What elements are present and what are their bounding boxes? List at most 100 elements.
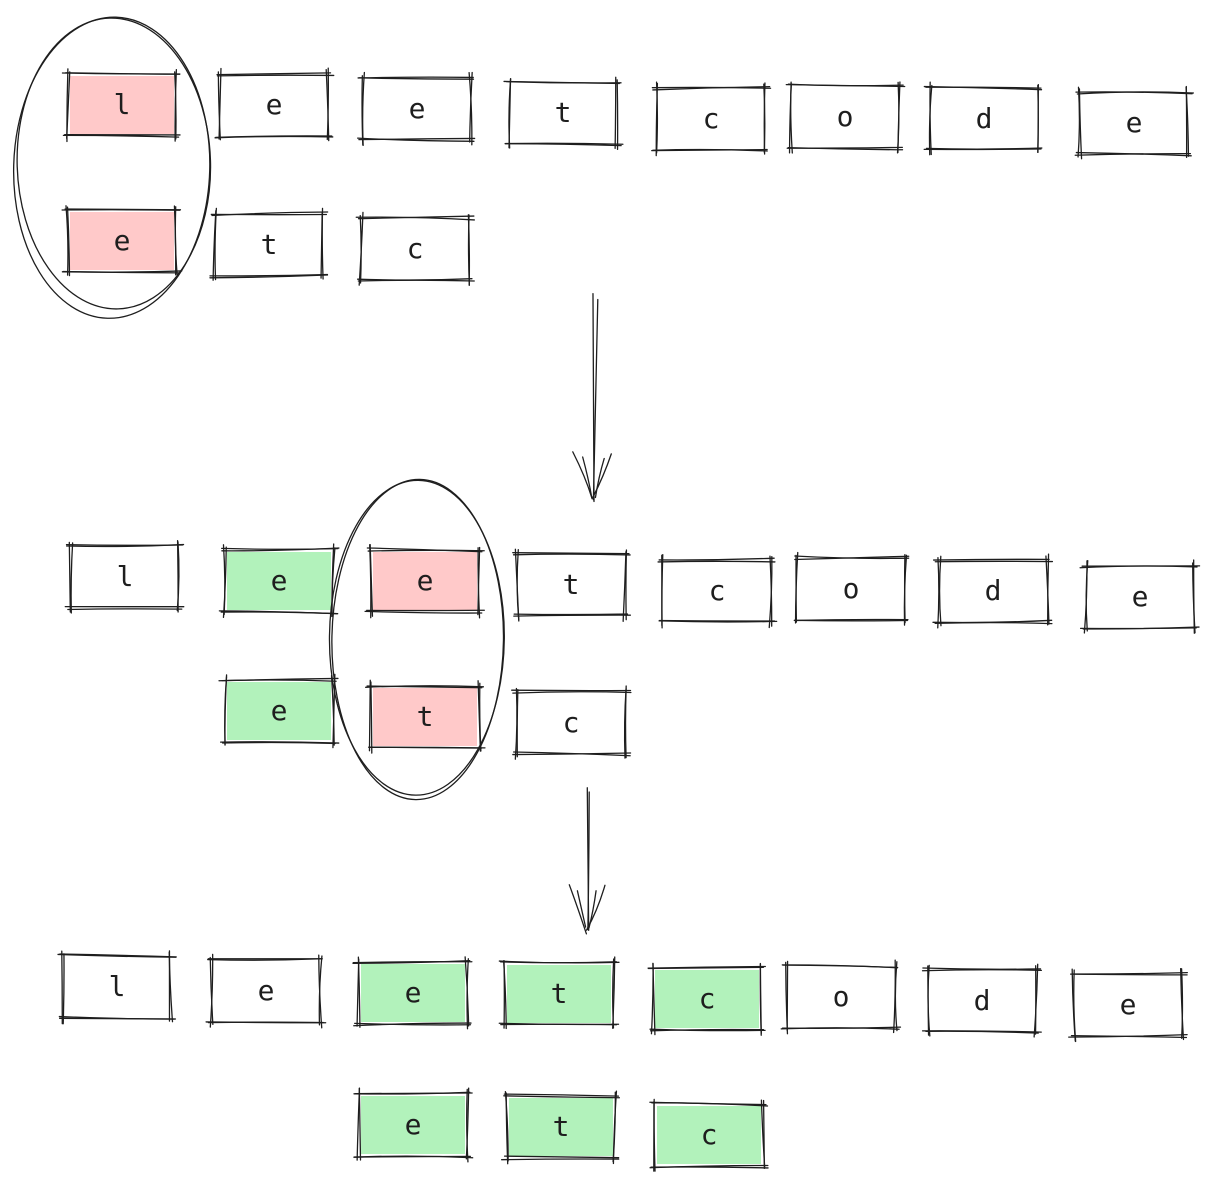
cell-border [62,953,65,1025]
cell-border [1069,973,1188,976]
cell-border [504,1090,509,1162]
haystack-cell: o [780,959,902,1035]
cell-char: e [1132,580,1149,613]
haystack-cell: c [647,962,766,1036]
cell-border [352,961,473,964]
haystack-cell: t [503,76,624,150]
cell-border [467,214,471,286]
cell-border [1075,91,1193,95]
cell-border [168,951,174,1023]
match-fill [655,970,759,1028]
cell-char: l [114,88,131,121]
cell-border [512,691,632,694]
cell-char: c [709,574,726,607]
cell-border [892,959,896,1034]
haystack-cell: e [1074,85,1195,160]
cell-char: c [701,1118,718,1151]
cell-border [762,1099,765,1169]
circle-stroke [331,478,505,801]
mismatch-fill [70,212,174,270]
cell-char: e [1120,988,1137,1021]
step-3: l e e t c o d e e t c [57,950,1188,1172]
cell-border [768,556,773,629]
cell-border [364,610,483,614]
cell-char: t [563,568,580,601]
cell-char: c [699,982,716,1015]
cell-border [369,543,374,617]
cell-char: e [114,224,131,257]
cell-border [358,211,364,286]
cell-border [513,614,632,617]
cell-border [65,543,185,548]
haystack-cell: e [364,543,485,619]
cell-border [1078,88,1083,160]
match-fill [657,1106,761,1164]
cell-border [61,950,63,1025]
cell-border [68,541,71,613]
cell-border [928,84,933,156]
cell-char: e [271,694,288,727]
cell-char: t [417,700,434,733]
cell-border [503,1093,620,1097]
arrow-head [576,890,587,928]
cell-border [366,547,483,553]
cell-border [367,549,485,552]
circle-stroke [12,16,211,319]
cell-border [502,960,507,1030]
cell-border [65,72,181,75]
cell-border [320,211,323,279]
cell-border [512,552,630,555]
needle-cell: t [209,207,329,281]
cell-border [651,86,772,89]
cell-border [647,965,766,969]
arrow-head [594,457,605,499]
needle-cell: t [500,1090,621,1165]
cell-border [219,741,340,744]
haystack-cell: l [61,68,181,143]
haystack-cell: d [923,81,1043,156]
cell-border [174,206,178,275]
cell-border [356,958,360,1027]
cell-border [466,1088,469,1163]
cell-border [937,556,940,629]
cell-border [216,74,335,77]
cell-border [1077,86,1081,158]
arrow-head [568,884,588,935]
cell-char: c [703,102,720,135]
cell-border [649,1028,766,1032]
cell-border [209,274,329,279]
cell-char: o [843,572,860,605]
cell-border [1033,963,1039,1038]
cell-char: o [837,100,854,133]
cell-border [355,216,475,221]
cell-char: d [974,984,991,1017]
cell-border [469,71,473,143]
cell-border [1068,1033,1188,1038]
match-fill [361,1096,465,1154]
needle-cell: e [353,1087,474,1163]
cell-border [624,685,627,759]
comparison-circle-step-1 [12,16,212,319]
cell-border [925,147,1043,150]
comparison-circle-step-2 [328,478,505,801]
cell-border [1193,559,1195,634]
cell-border [658,557,775,561]
cell-border [896,81,900,154]
cell-border [318,954,323,1029]
cell-border [650,962,654,1035]
cell-border [925,86,1042,89]
cell-char: e [417,564,434,597]
cell-border [66,68,69,143]
cell-border [222,544,226,616]
arrow-head [572,451,593,500]
haystack-cell: t [498,956,620,1030]
cell-border [62,270,183,273]
cell-border [780,1027,900,1030]
arrow-head [588,890,597,929]
cell-char: e [405,976,422,1009]
cell-border [938,555,942,627]
